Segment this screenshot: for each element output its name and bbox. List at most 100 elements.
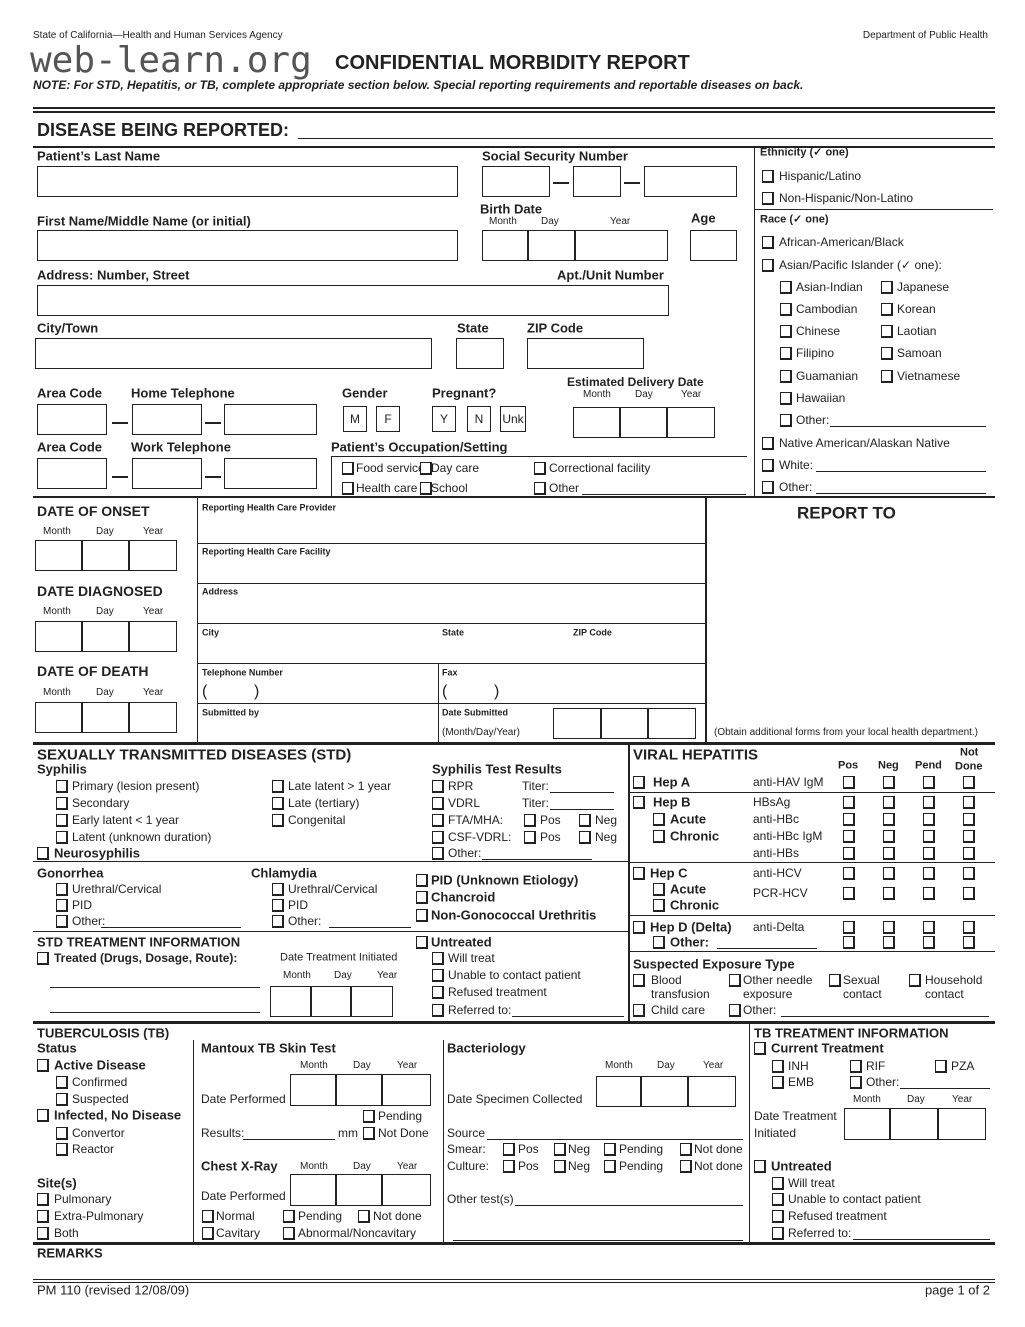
- race-white-field[interactable]: [816, 471, 986, 472]
- hep-b-test-1-neg-checkbox[interactable]: [883, 813, 895, 826]
- hep-b-test-0-neg-checkbox[interactable]: [883, 796, 895, 809]
- zip-input[interactable]: [527, 338, 644, 369]
- std-sub-options-2-checkbox[interactable]: [56, 915, 68, 928]
- work-phone-prefix-input[interactable]: [132, 458, 202, 489]
- tb-drugs-1-checkbox[interactable]: [850, 1060, 862, 1073]
- std-untreated-options-1-checkbox[interactable]: [432, 969, 444, 982]
- hep-acute-checkbox[interactable]: [653, 813, 665, 826]
- race-asian-col1-4-checkbox[interactable]: [780, 370, 792, 383]
- hep-b-test-1-notdone-checkbox[interactable]: [963, 813, 975, 826]
- exposure-household-checkbox[interactable]: [909, 974, 921, 987]
- tb-untreated-options-0-checkbox[interactable]: [772, 1177, 784, 1190]
- race-asian-col1-3-checkbox[interactable]: [780, 347, 792, 360]
- hep-chronic-checkbox[interactable]: [653, 830, 665, 843]
- hep-other-pend-checkbox[interactable]: [923, 936, 935, 949]
- std-test-neg-checkbox[interactable]: [579, 831, 591, 844]
- hep-c-pcr-pos-checkbox[interactable]: [843, 887, 855, 900]
- tb-infected-checkbox[interactable]: [37, 1109, 49, 1122]
- ssn-part-1-input[interactable]: [482, 166, 550, 197]
- hep-c-anti-hcv-pend-checkbox[interactable]: [923, 867, 935, 880]
- home-phone-number-input[interactable]: [224, 404, 317, 435]
- race-asian-other-field[interactable]: [830, 426, 986, 427]
- race-african-checkbox[interactable]: [762, 236, 774, 249]
- hep-c-anti-hcv-neg-checkbox[interactable]: [883, 867, 895, 880]
- tb-untreated-options-3-checkbox[interactable]: [772, 1227, 784, 1240]
- tb-xray-options-2-checkbox[interactable]: [358, 1210, 370, 1223]
- hep-hep-c-checkbox[interactable]: [633, 867, 645, 880]
- pregnant-unk-option[interactable]: Unk: [500, 406, 526, 432]
- hep-d-notdone-checkbox[interactable]: [963, 921, 975, 934]
- mantoux-results-field[interactable]: [243, 1139, 335, 1140]
- hep-other-neg-checkbox[interactable]: [883, 936, 895, 949]
- std-untreated-options-2-checkbox[interactable]: [432, 986, 444, 999]
- work-area-code-input[interactable]: [37, 458, 107, 489]
- ethnicity-options-0-checkbox[interactable]: [762, 170, 774, 183]
- gonorrhea-other-field[interactable]: [101, 927, 241, 928]
- hep-other-field[interactable]: [717, 948, 817, 949]
- specimen-date-month-input[interactable]: [596, 1076, 641, 1107]
- std-other-conditions-0-checkbox[interactable]: [416, 874, 428, 887]
- std-tests-4-checkbox[interactable]: [432, 847, 444, 860]
- edd-year-input[interactable]: [667, 407, 715, 438]
- edd-month-input[interactable]: [573, 407, 620, 438]
- std-tests-0-checkbox[interactable]: [432, 780, 444, 793]
- tb-site-options-0-checkbox[interactable]: [37, 1193, 49, 1206]
- race-asian-checkbox[interactable]: [762, 259, 774, 272]
- hep-other-checkbox[interactable]: [653, 936, 665, 949]
- xray-date-month-input[interactable]: [290, 1174, 336, 1206]
- patient-occupation-options-2-checkbox[interactable]: [534, 462, 546, 475]
- gender-f-option[interactable]: F: [376, 406, 400, 432]
- tb-source-field[interactable]: [487, 1139, 743, 1140]
- hep-chronic-checkbox[interactable]: [653, 899, 665, 912]
- hep-b-test-0-pos-checkbox[interactable]: [843, 796, 855, 809]
- tb-site-options-1-checkbox[interactable]: [37, 1210, 49, 1223]
- death-date-year-input[interactable]: [129, 702, 177, 733]
- tb-result-options-2-checkbox[interactable]: [604, 1160, 616, 1173]
- gender-m-option[interactable]: M: [343, 406, 367, 432]
- hep-a-pend-checkbox[interactable]: [923, 776, 935, 789]
- hep-d-pos-checkbox[interactable]: [843, 921, 855, 934]
- std-untreated-options-0-checkbox[interactable]: [432, 952, 444, 965]
- ssn-part-2-input[interactable]: [573, 166, 621, 197]
- hep-d-pend-checkbox[interactable]: [923, 921, 935, 934]
- tb-drugs-0-checkbox[interactable]: [772, 1060, 784, 1073]
- hep-hep-d-checkbox[interactable]: [633, 921, 645, 934]
- vdrl-titer-field[interactable]: [550, 809, 614, 810]
- tb-xray-options-0-checkbox[interactable]: [202, 1210, 214, 1223]
- race-asian-col2-2-checkbox[interactable]: [881, 325, 893, 338]
- death-date-day-input[interactable]: [82, 702, 129, 733]
- std-treated-checkbox[interactable]: [37, 952, 49, 965]
- hep-c-anti-hcv-pos-checkbox[interactable]: [843, 867, 855, 880]
- tb-result-options-1-checkbox[interactable]: [554, 1160, 566, 1173]
- tb-not-done-checkbox[interactable]: [363, 1127, 375, 1140]
- date-submitted-month-input[interactable]: [553, 708, 601, 739]
- hep-d-neg-checkbox[interactable]: [883, 921, 895, 934]
- hep-b-test-1-pend-checkbox[interactable]: [923, 813, 935, 826]
- tb-reactor-checkbox[interactable]: [56, 1143, 68, 1156]
- onset-date-month-input[interactable]: [35, 540, 82, 571]
- patient-occupation-options-5-checkbox[interactable]: [534, 482, 546, 495]
- chlamydia-other-field[interactable]: [329, 927, 411, 928]
- tb-drugs-3-checkbox[interactable]: [772, 1076, 784, 1089]
- std-neurosyphilis-checkbox[interactable]: [37, 847, 49, 860]
- std-tests-3-checkbox[interactable]: [432, 831, 444, 844]
- hep-other-pos-checkbox[interactable]: [843, 936, 855, 949]
- pregnant-y-option[interactable]: Y: [432, 406, 456, 432]
- work-phone-number-input[interactable]: [224, 458, 317, 489]
- std-treatment-date-year-input[interactable]: [351, 986, 393, 1017]
- std-test-other-field[interactable]: [482, 859, 592, 860]
- tb-drugs-2-checkbox[interactable]: [935, 1060, 947, 1073]
- tb-drug-other-field[interactable]: [900, 1088, 990, 1089]
- std-sub-options-1-checkbox[interactable]: [272, 899, 284, 912]
- hep-exposure-child-care-checkbox[interactable]: [633, 1004, 645, 1017]
- patient-occupation-options-0-checkbox[interactable]: [342, 462, 354, 475]
- std-treatment-date-day-input[interactable]: [311, 986, 351, 1017]
- race-asian-col1-6-checkbox[interactable]: [780, 414, 792, 427]
- tb-xray-options-3-checkbox[interactable]: [202, 1227, 214, 1240]
- std-untreated-options-3-checkbox[interactable]: [432, 1004, 444, 1017]
- race-asian-col1-2-checkbox[interactable]: [780, 325, 792, 338]
- exposure-needle-checkbox[interactable]: [729, 974, 741, 987]
- birth-date-year-input[interactable]: [575, 230, 668, 261]
- std-sub-options-1-checkbox[interactable]: [56, 899, 68, 912]
- hep-c-pcr-neg-checkbox[interactable]: [883, 887, 895, 900]
